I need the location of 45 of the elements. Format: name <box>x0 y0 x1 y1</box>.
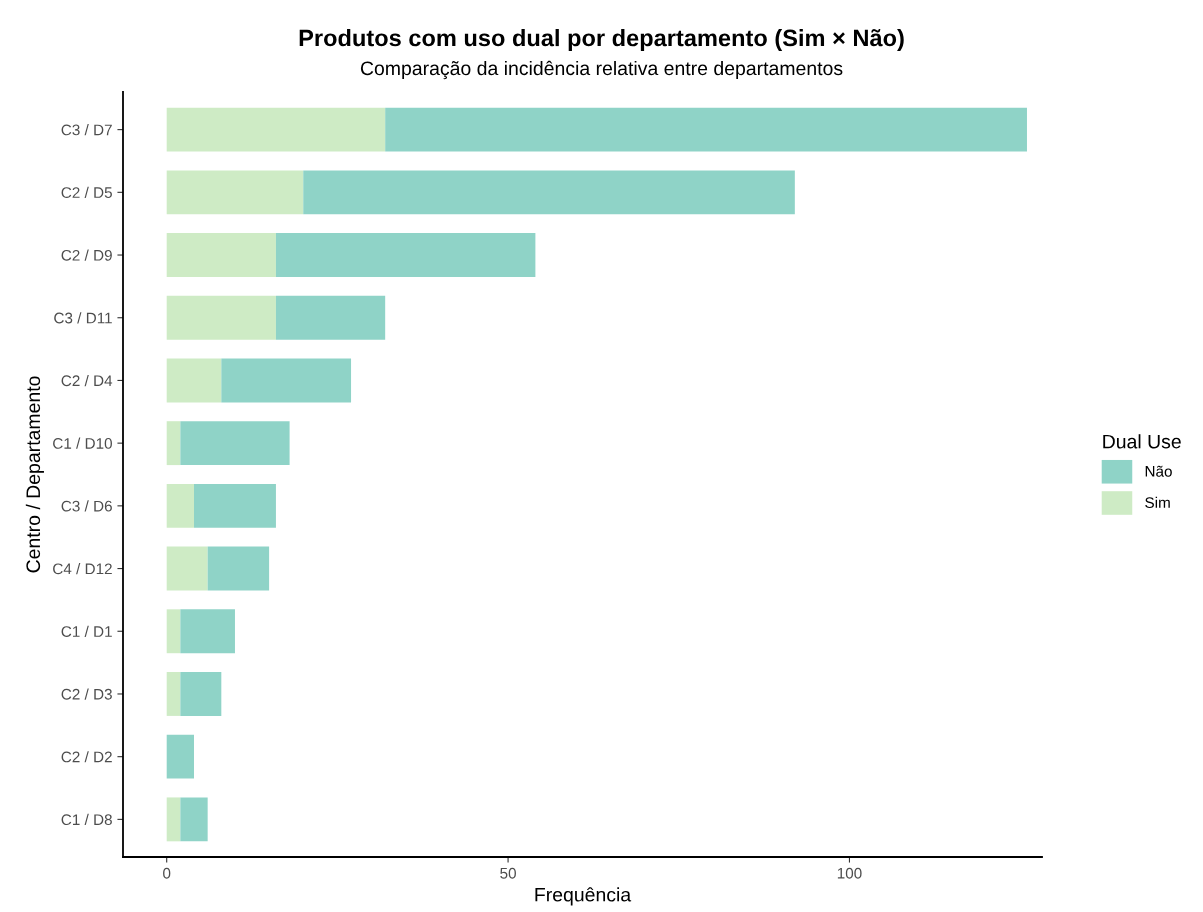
y-tick-label: C2 / D2 <box>61 751 112 763</box>
bar <box>194 483 276 528</box>
y-tick-label: C3 / D6 <box>61 500 112 512</box>
bar <box>385 107 1027 152</box>
legend-label: Sim <box>1145 496 1170 508</box>
y-tick-label: C3 / D7 <box>61 124 112 136</box>
y-tick-label: C1 / D8 <box>61 813 112 826</box>
legend-label: Não <box>1145 465 1172 477</box>
legend-title: Dual Use <box>1103 434 1181 449</box>
bar <box>180 672 222 716</box>
bar <box>275 233 536 277</box>
bar <box>166 107 386 152</box>
bar <box>166 295 276 340</box>
bar <box>221 358 352 403</box>
bar <box>166 546 208 591</box>
bar <box>180 797 208 842</box>
y-tick-label: C2 / D3 <box>61 688 112 700</box>
chart-title: Produtos com uso dual por departamento (Sim × Não) <box>299 29 904 51</box>
bar <box>166 734 195 779</box>
bar <box>166 233 276 277</box>
x-axis-title: Frequência <box>535 887 632 906</box>
y-tick-label: C2 / D5 <box>61 186 112 199</box>
y-tick-label: C1 / D10 <box>53 437 112 449</box>
bar <box>303 170 795 215</box>
y-tick-label: C1 / D1 <box>61 625 112 637</box>
y-tick-label: C3 / D11 <box>54 312 112 324</box>
x-tick-label: 50 <box>500 867 516 879</box>
y-tick-label: C2 / D9 <box>61 249 112 261</box>
bar <box>166 483 195 528</box>
x-tick-label: 100 <box>837 867 862 879</box>
y-axis-title: Centro / Departamento <box>25 376 44 573</box>
bar <box>166 421 181 466</box>
bar <box>180 609 235 654</box>
bar <box>166 170 304 215</box>
chart-subtitle: Comparação da incidência relativa entre departamentos <box>360 60 843 80</box>
y-tick-label: C2 / D4 <box>61 374 113 387</box>
bar <box>180 421 290 466</box>
bar <box>166 672 181 716</box>
bar <box>166 797 181 842</box>
bar <box>166 358 222 403</box>
x-tick-label: 0 <box>163 867 171 879</box>
bar <box>207 546 270 591</box>
y-tick-label: C4 / D12 <box>53 563 112 575</box>
bar <box>166 609 181 654</box>
bar <box>275 295 386 340</box>
